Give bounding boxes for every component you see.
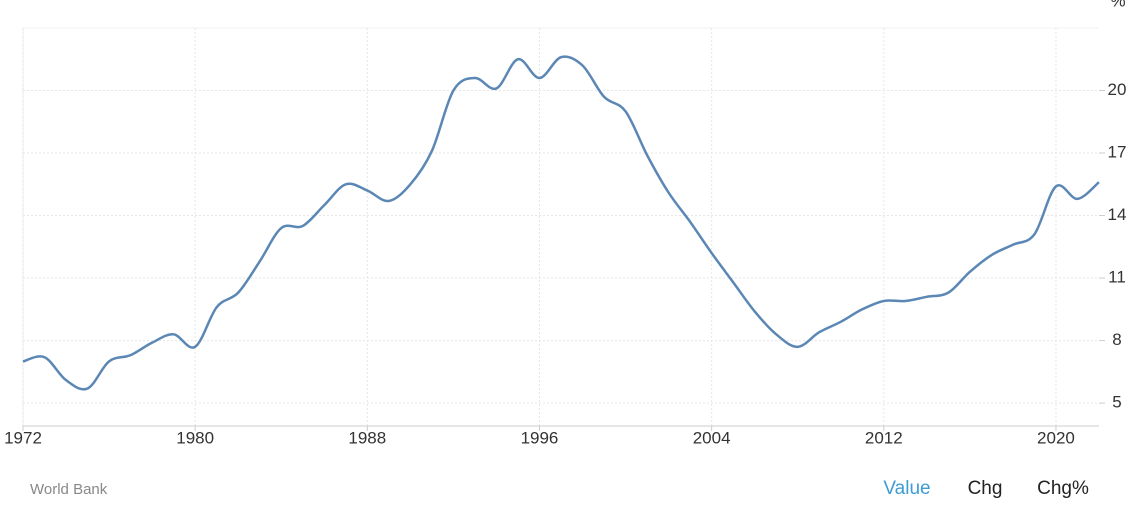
y-tick-label: 20 [1108, 80, 1127, 99]
x-tick-label: 1988 [348, 428, 386, 447]
tab-chg-pct[interactable]: Chg% [1037, 478, 1089, 499]
y-tick-label: 17 [1108, 143, 1127, 162]
x-tick-label: 1980 [176, 428, 214, 447]
x-tick-label: 2004 [693, 428, 731, 447]
y-tick-label: 5 [1112, 393, 1121, 412]
y-tick-label: 8 [1112, 330, 1121, 349]
tab-chg[interactable]: Chg [968, 478, 1003, 499]
x-tick-label: 2012 [865, 428, 903, 447]
y-unit: % [1110, 0, 1125, 10]
y-tick-label: 14 [1108, 205, 1127, 224]
y-tick-label: 11 [1108, 268, 1126, 287]
tab-value[interactable]: Value [883, 478, 930, 499]
data-line [22, 55, 1100, 391]
source: World Bank [30, 481, 108, 498]
x-tick-label: 1996 [521, 428, 559, 447]
x-tick-label: 2020 [1037, 428, 1075, 447]
x-tick-label: 1972 [4, 428, 42, 447]
